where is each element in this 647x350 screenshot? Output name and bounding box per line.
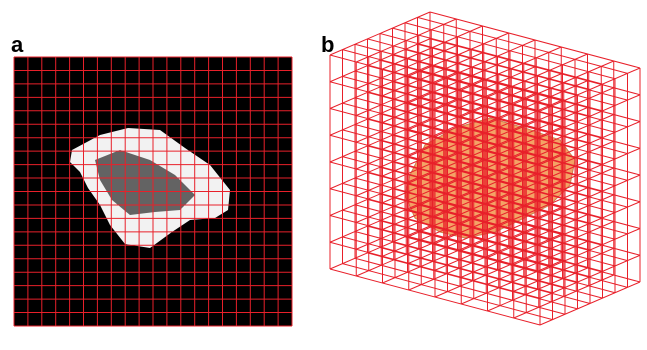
grid-2d <box>14 57 292 326</box>
figure: a b <box>0 0 647 350</box>
figure-graphics <box>0 0 647 350</box>
grid-3d <box>330 12 640 325</box>
